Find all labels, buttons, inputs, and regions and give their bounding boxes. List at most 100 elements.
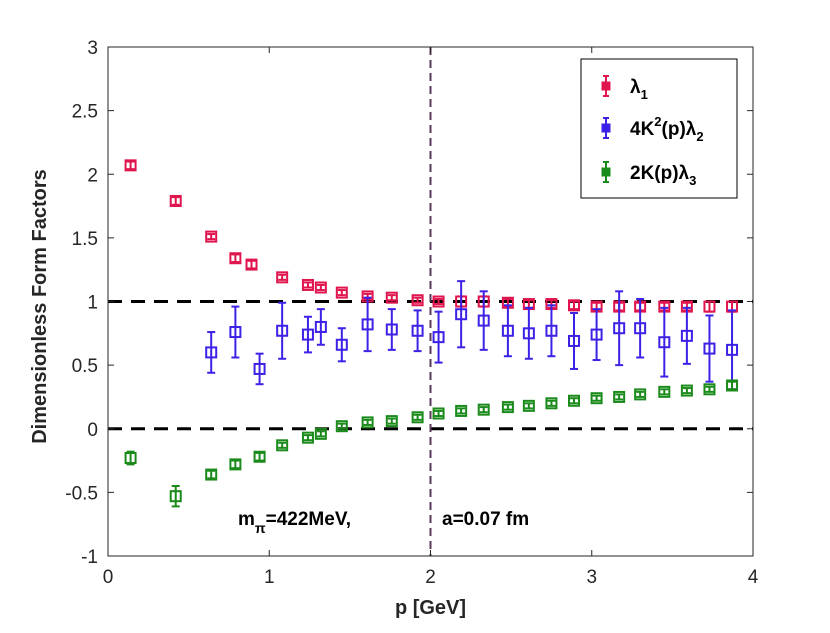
data-marker	[568, 299, 581, 312]
data-point	[522, 399, 535, 412]
legend-label-2Klambda3: 2K(p)λ3	[630, 163, 696, 188]
data-marker	[658, 385, 671, 398]
data-marker	[276, 439, 289, 452]
data-marker	[335, 338, 348, 351]
data-marker	[545, 324, 558, 337]
data-marker	[301, 278, 314, 291]
data-marker	[253, 362, 266, 375]
data-marker	[124, 159, 137, 172]
data-marker	[169, 194, 182, 207]
data-point	[613, 290, 626, 367]
legend-entry-2Klambda3: 2K(p)λ3	[601, 161, 696, 188]
legend-label-subscript: 3	[689, 173, 696, 188]
annotation-pion-mass: mπ=422MeV,	[238, 509, 351, 536]
legend-label-subscript: 1	[641, 87, 648, 102]
data-point	[703, 383, 716, 396]
data-marker	[411, 324, 424, 337]
data-point	[205, 230, 218, 243]
legend-label-main: 4K	[630, 119, 655, 140]
data-marker	[501, 401, 514, 414]
data-marker	[545, 397, 558, 410]
data-point	[205, 331, 218, 374]
data-point	[245, 258, 258, 271]
data-series	[124, 159, 739, 508]
series-4K2lambda2	[205, 280, 739, 391]
data-point	[545, 397, 558, 410]
data-point	[658, 306, 671, 378]
legend-label-subscript: 2	[696, 129, 703, 144]
data-marker	[229, 326, 242, 339]
data-point	[477, 290, 490, 351]
data-marker	[703, 342, 716, 355]
data-marker	[229, 458, 242, 471]
data-marker	[335, 286, 348, 299]
data-point	[634, 297, 647, 359]
data-marker	[245, 258, 258, 271]
data-point	[253, 352, 266, 386]
data-marker	[229, 252, 242, 265]
data-marker	[703, 300, 716, 313]
data-marker	[613, 390, 626, 403]
annotation-pion-mass-value: =422MeV,	[266, 509, 351, 530]
data-marker	[590, 328, 603, 341]
data-point	[124, 450, 137, 466]
data-marker	[385, 415, 398, 428]
series-lambda1	[124, 159, 739, 313]
data-point	[229, 458, 242, 471]
data-marker	[205, 468, 218, 481]
data-marker	[385, 323, 398, 336]
data-point	[613, 390, 626, 403]
data-marker	[726, 343, 739, 356]
data-marker	[477, 314, 490, 327]
data-marker	[613, 322, 626, 335]
data-point	[169, 485, 182, 508]
series-2Klambda3	[124, 379, 739, 508]
data-point	[205, 468, 218, 481]
data-point	[703, 300, 716, 313]
data-point	[590, 392, 603, 405]
x-tick-label: 1	[264, 567, 275, 588]
data-marker	[301, 431, 314, 444]
data-marker	[361, 416, 374, 429]
data-point	[276, 439, 289, 452]
legend-label-main: λ	[630, 77, 641, 98]
y-tick-label: -1	[81, 547, 98, 568]
data-point	[568, 299, 581, 312]
y-tick-label: -0.5	[65, 483, 98, 504]
data-marker	[432, 295, 445, 308]
data-point	[477, 403, 490, 416]
data-marker	[522, 399, 535, 412]
data-point	[276, 271, 289, 284]
annotation-lattice-spacing: a=0.07 fm	[442, 509, 529, 530]
data-marker	[680, 329, 693, 342]
data-point	[301, 431, 314, 444]
data-point	[545, 304, 558, 358]
data-point	[301, 278, 314, 291]
data-point	[411, 411, 424, 424]
legend-entry-lambda1: λ1	[601, 75, 648, 102]
data-point	[568, 394, 581, 407]
legend-marker	[601, 81, 611, 91]
data-point	[411, 294, 424, 307]
data-point	[385, 291, 398, 304]
data-marker	[477, 403, 490, 416]
y-axis-title: Dimensionless Form Factors	[29, 169, 51, 444]
legend-marker	[601, 167, 611, 177]
data-marker	[726, 379, 739, 392]
data-point	[335, 286, 348, 299]
data-point	[634, 388, 647, 401]
data-point	[335, 327, 348, 363]
legend-marker	[601, 123, 611, 133]
annotation-pion-mass-sub: π	[255, 520, 266, 536]
data-marker	[634, 388, 647, 401]
data-marker	[568, 394, 581, 407]
data-marker	[385, 291, 398, 304]
data-marker	[314, 427, 327, 440]
data-point	[568, 311, 581, 370]
legend-entry-4K2lambda2: 4K2(p)λ2	[601, 114, 704, 144]
data-point	[276, 301, 289, 360]
data-marker	[253, 450, 266, 463]
data-point	[361, 296, 374, 353]
data-marker	[432, 331, 445, 344]
